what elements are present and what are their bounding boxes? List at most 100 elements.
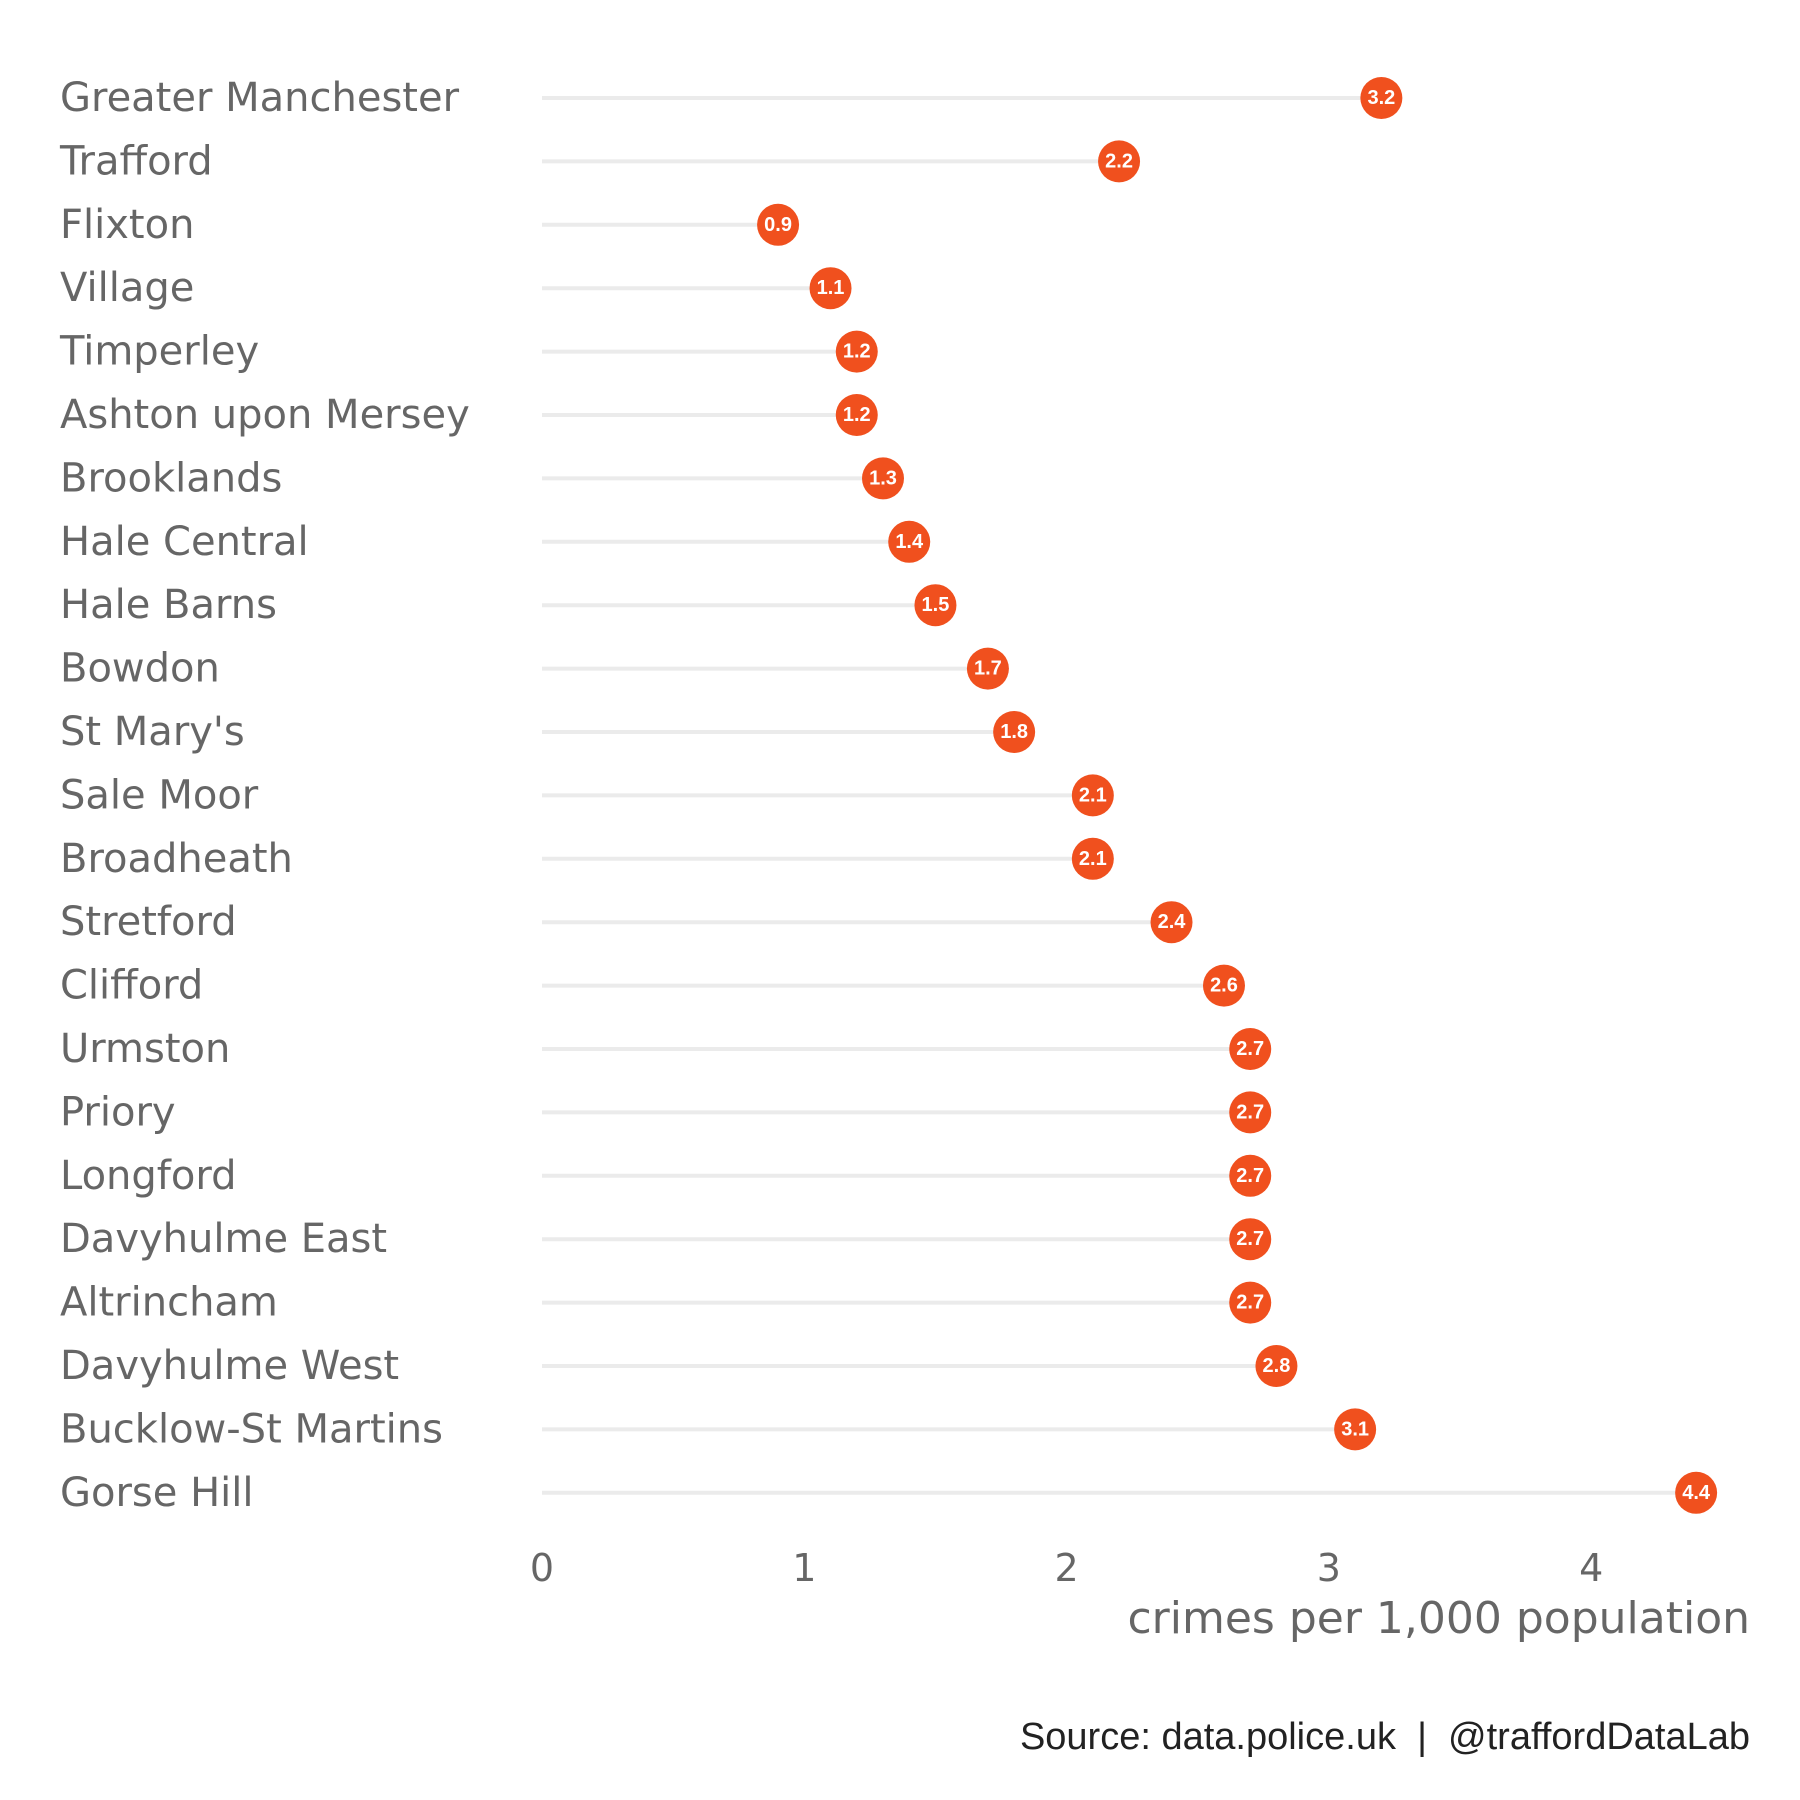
data-point-label: 2.8 [1263,1355,1291,1377]
data-point-marker [835,330,878,373]
data-point-marker [1098,140,1141,183]
data-point: 2.4 [1150,901,1193,944]
data-point-marker [1229,1028,1272,1070]
data-point-label: 3.2 [1367,87,1395,109]
stems [542,96,1697,1495]
data-point-marker [888,520,931,563]
data-point-marker [861,457,904,500]
data-point-marker [1229,1218,1272,1261]
data-point-label: 1.1 [817,277,845,299]
category-label: Stretford [60,899,237,945]
data-point-label: 2.2 [1105,150,1133,172]
data-point: 2.7 [1229,1154,1272,1197]
data-point: 3.1 [1334,1408,1377,1451]
data-point: 2.7 [1229,1281,1272,1324]
data-point-label: 2.7 [1236,1101,1264,1123]
data-point-label: 1.8 [1000,721,1028,743]
data-point: 2.2 [1098,140,1141,183]
data-point-label: 1.3 [869,467,897,489]
data-point: 2.1 [1071,774,1114,817]
x-tick-label: 0 [530,1546,554,1590]
data-point-marker [1202,964,1245,1007]
category-label: Hale Barns [60,582,277,628]
data-point-marker [1229,1154,1272,1197]
category-label: Urmston [60,1026,230,1072]
category-label: Gorse Hill [60,1470,254,1516]
source-caption: Source: data.police.uk | @traffordDataLa… [1020,1716,1750,1758]
data-point-label: 2.7 [1236,1038,1264,1060]
data-point: 2.8 [1255,1345,1298,1387]
x-tick-label: 3 [1317,1546,1341,1590]
data-point-marker [1071,774,1114,817]
data-point-marker [1675,1471,1718,1514]
category-label: Greater Manchester [60,75,460,121]
data-point: 1.8 [993,711,1036,753]
data-point-label: 1.2 [843,341,871,363]
data-point-label: 2.7 [1236,1165,1264,1187]
data-point: 1.1 [809,267,852,310]
data-point: 2.6 [1202,964,1245,1007]
data-point-label: 2.7 [1236,1228,1264,1250]
category-label: Broadheath [60,836,293,882]
data-point-marker [809,267,852,310]
data-point-label: 2.4 [1158,911,1187,933]
data-point-marker [1360,77,1403,119]
data-point-marker [1071,837,1114,880]
data-point-marker [1334,1408,1377,1451]
category-label: Timperley [59,329,259,375]
data-point-marker [914,584,957,627]
category-label: St Mary's [60,709,245,755]
data-point-marker [966,647,1009,690]
category-label: Trafford [59,138,213,184]
data-point-label: 1.5 [922,594,950,616]
data-point-marker [835,394,878,436]
data-point-marker [1150,901,1193,944]
data-point-label: 1.7 [974,658,1002,680]
category-label: Priory [60,1089,176,1135]
category-labels: Greater Manchester Trafford Flixton Village… [59,75,470,1516]
data-point-label: 2.1 [1079,848,1107,870]
category-label: Village [60,265,194,311]
category-label: Hale Central [60,519,309,565]
data-point: 3.2 [1360,77,1403,119]
data-point-label: 2.7 [1236,1292,1264,1314]
category-label: Bucklow-St Martins [60,1406,443,1452]
category-label: Brooklands [60,455,282,501]
data-point: 2.7 [1229,1218,1272,1261]
data-point-label: 3.1 [1341,1418,1369,1440]
data-point-label: 1.2 [843,404,871,426]
category-label: Flixton [60,202,194,248]
x-axis-ticks: 0 1 2 3 4 [530,1546,1603,1590]
data-point-label: 2.6 [1210,975,1238,997]
data-point-marker [757,203,800,246]
data-point: 1.4 [888,520,931,563]
data-point-marker [1229,1281,1272,1324]
data-point: 1.2 [835,394,878,436]
data-point-marker [1255,1345,1298,1387]
category-label: Longford [60,1153,236,1199]
data-point: 2.1 [1071,837,1114,880]
x-tick-label: 4 [1579,1546,1603,1590]
points: 3.2 2.2 0.9 1.1 1.2 1.2 1.3 1.4 1.5 1.7 1.8 2.1 2.1 2… [757,77,1718,1514]
data-point: 1.2 [835,330,878,373]
category-label: Davyhulme West [60,1343,399,1389]
data-point: 2.7 [1229,1091,1272,1134]
data-point: 2.7 [1229,1028,1272,1070]
x-tick-label: 1 [792,1546,816,1590]
data-point-label: 0.9 [764,214,792,236]
data-point-marker [1229,1091,1272,1134]
data-point: 1.5 [914,584,957,627]
data-point: 0.9 [757,203,800,246]
category-label: Ashton upon Mersey [60,392,470,438]
category-label: Altrincham [60,1280,278,1326]
category-label: Bowdon [60,646,220,692]
category-label: Davyhulme East [60,1216,387,1262]
data-point-marker [993,711,1036,753]
x-tick-label: 2 [1055,1546,1079,1590]
x-axis-title: crimes per 1,000 population [1127,1593,1750,1644]
data-point-label: 4.4 [1682,1482,1711,1504]
data-point-label: 1.4 [895,531,924,553]
data-point: 4.4 [1675,1471,1718,1514]
category-label: Sale Moor [60,772,259,818]
